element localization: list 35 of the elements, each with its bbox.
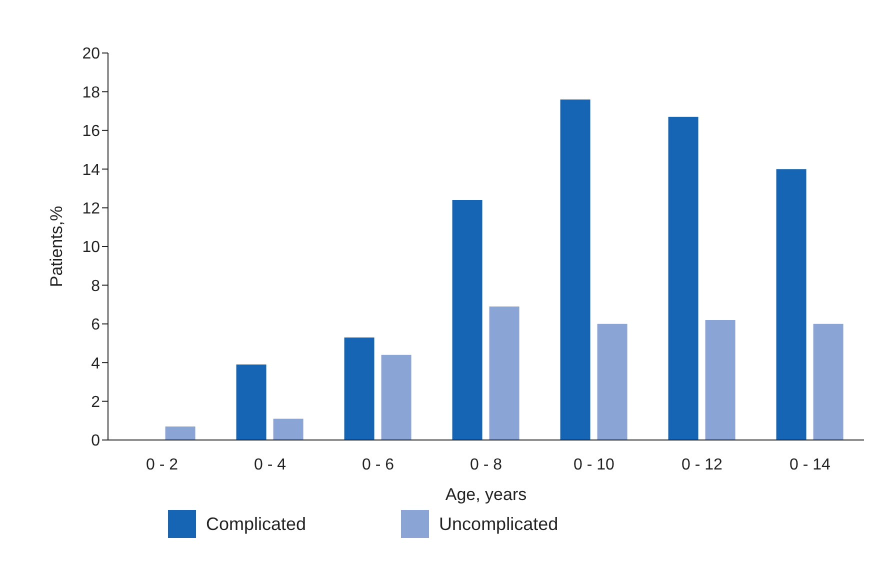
y-tick-label: 4 xyxy=(91,355,100,372)
y-tick-label: 10 xyxy=(82,239,100,256)
y-axis-title: Patients,% xyxy=(47,206,66,288)
y-tick-label: 12 xyxy=(82,200,100,218)
legend-label: Complicated xyxy=(206,514,306,534)
x-tick-label: 0 - 8 xyxy=(470,456,502,474)
x-axis-title: Age, years xyxy=(445,485,527,504)
bar xyxy=(597,324,628,440)
bar xyxy=(489,306,520,440)
y-tick-label: 2 xyxy=(91,394,100,411)
bar xyxy=(344,337,374,440)
x-tick-label: 0 - 2 xyxy=(146,456,178,474)
bar xyxy=(813,324,844,440)
legend-label: Uncomplicated xyxy=(439,514,558,534)
x-tick-label: 0 - 4 xyxy=(254,456,286,474)
y-tick-label: 18 xyxy=(82,84,100,102)
y-tick-label: 0 xyxy=(91,432,100,450)
y-tick-label: 8 xyxy=(91,278,100,295)
bar xyxy=(165,426,196,440)
x-tick-label: 0 - 6 xyxy=(362,456,394,474)
bar xyxy=(668,116,698,440)
bar xyxy=(560,99,590,440)
y-tick-label: 14 xyxy=(82,162,100,179)
bar xyxy=(705,320,736,440)
bar xyxy=(776,169,806,440)
x-tick-label: 0 - 14 xyxy=(790,456,831,474)
bar xyxy=(273,418,304,440)
bar xyxy=(236,364,266,440)
bar xyxy=(452,200,482,440)
y-tick-label: 20 xyxy=(82,46,100,63)
x-tick-label: 0 - 12 xyxy=(682,456,723,474)
x-tick-label: 0 - 10 xyxy=(574,456,615,474)
y-tick-label: 16 xyxy=(82,123,100,140)
y-tick-label: 6 xyxy=(91,316,100,334)
bar xyxy=(381,354,412,440)
